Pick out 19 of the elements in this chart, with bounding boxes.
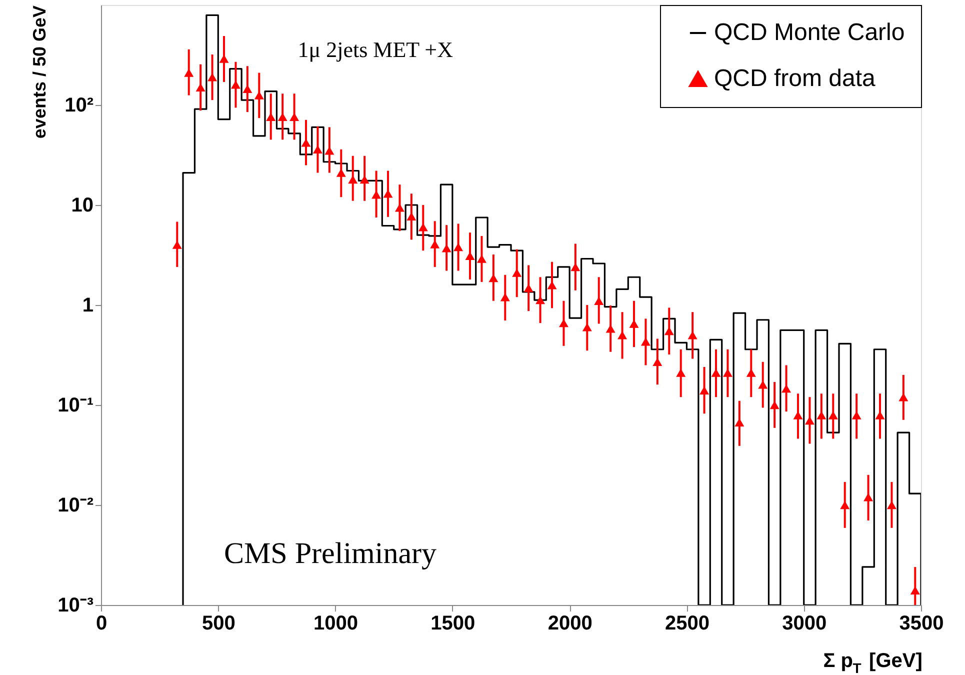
- x-tick-label: 1500: [430, 612, 476, 634]
- x-tick-label: 1000: [314, 612, 358, 634]
- y-tick-label: 10⁻¹: [58, 394, 94, 416]
- x-tick-label: 3500: [899, 612, 944, 634]
- x-tick-label: 2500: [664, 612, 710, 634]
- y-axis-title: events / 50 GeV: [30, 6, 50, 139]
- x-tick-label: 3000: [782, 612, 827, 634]
- annotation: 1μ 2jets MET +X: [298, 37, 454, 62]
- x-tick-label: 2000: [548, 612, 592, 634]
- legend-label: QCD Monte Carlo: [714, 19, 905, 46]
- y-tick-label: 10⁻³: [58, 594, 94, 616]
- x-tick-label: 0: [96, 612, 108, 634]
- y-tick-label: 1: [82, 294, 94, 316]
- y-tick-label: 10⁻²: [58, 494, 94, 516]
- y-tick-label: 10: [71, 194, 94, 216]
- legend-label: QCD from data: [714, 65, 876, 92]
- annotation: CMS Preliminary: [224, 537, 437, 570]
- x-tick-label: 500: [202, 612, 236, 634]
- y-tick-label: 10²: [64, 94, 94, 116]
